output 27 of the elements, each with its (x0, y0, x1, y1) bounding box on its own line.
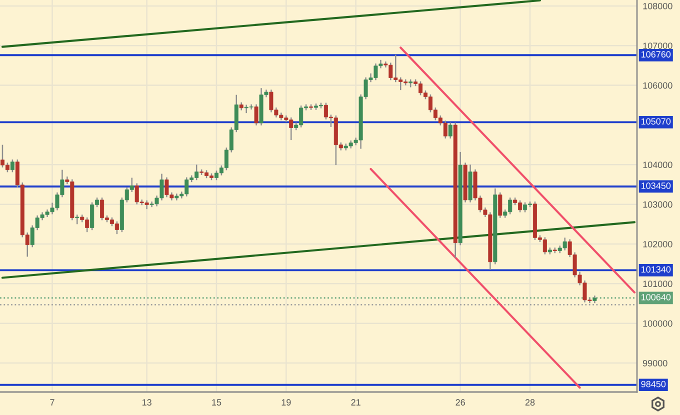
candlestick (254, 104, 258, 126)
x-tick-label: 21 (351, 399, 360, 406)
candlestick (498, 192, 502, 218)
candlestick (448, 122, 452, 140)
y-tick-label: 101000 (643, 280, 672, 288)
x-tick-label: 7 (50, 399, 54, 406)
ref-line-label: 105070 (642, 118, 671, 125)
y-tick-label: 104000 (643, 162, 672, 168)
ref-line-label: 103450 (642, 182, 671, 189)
ref-line-label: 101340 (642, 266, 671, 273)
candlestick (10, 158, 14, 173)
x-tick-label: 26 (456, 399, 465, 406)
y-tick-label: 103000 (643, 201, 672, 208)
y-tick-label: 100000 (643, 320, 672, 327)
y-tick-label: 102000 (643, 240, 672, 248)
y-tick-label: 106000 (643, 82, 672, 89)
y-tick-label: 107000 (643, 42, 672, 49)
ref-line-label: 106760 (642, 51, 671, 58)
x-tick-label: 19 (282, 399, 291, 406)
candlestick (75, 214, 80, 225)
x-tick-label: 15 (212, 399, 222, 406)
y-tick-label: 99000 (642, 360, 668, 366)
y-tick-label: 108000 (643, 2, 672, 10)
ref-line-label: 98450 (641, 380, 666, 388)
x-tick-label: 13 (142, 399, 152, 406)
x-tick-label: 28 (525, 399, 535, 406)
ref-line-label: 100640 (642, 294, 671, 300)
